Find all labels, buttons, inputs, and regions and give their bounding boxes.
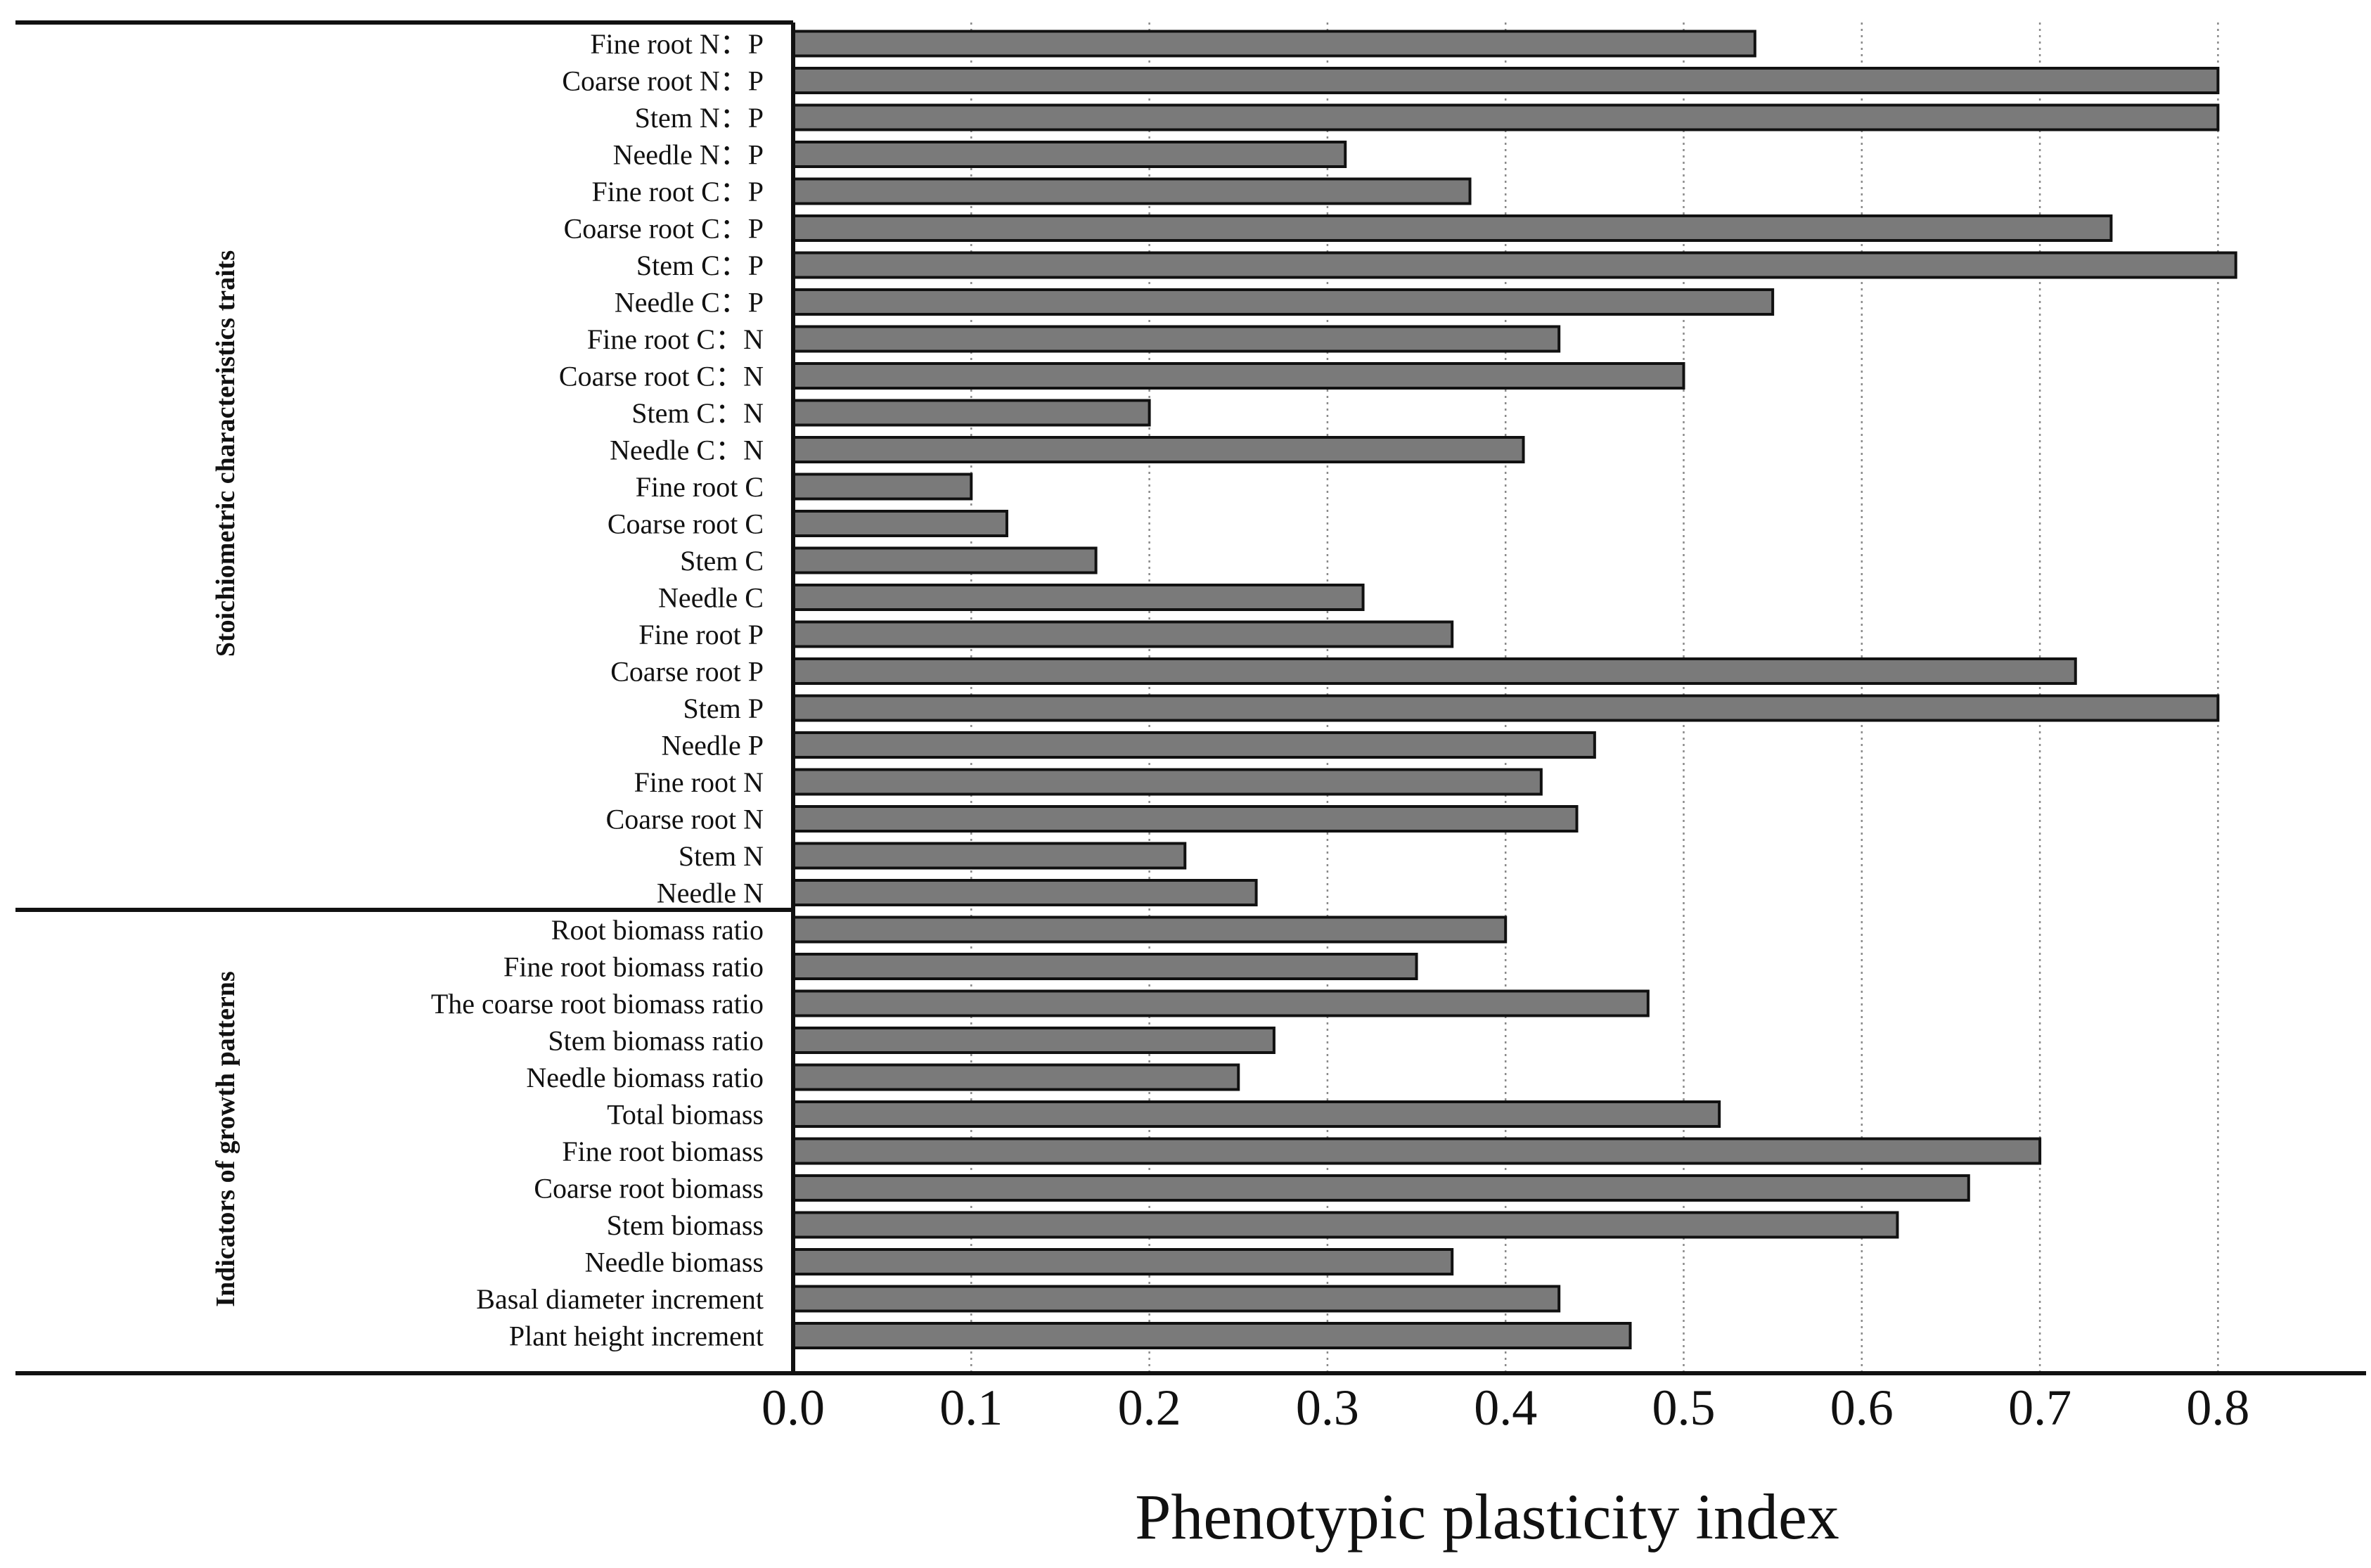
bar xyxy=(792,177,1472,205)
x-tick-label: 0.0 xyxy=(762,1380,825,1436)
bar xyxy=(792,657,2077,685)
category-label: The coarse root biomass ratio xyxy=(431,988,764,1020)
category-label: Needle biomass ratio xyxy=(526,1062,764,1093)
bar xyxy=(792,768,1543,796)
bar xyxy=(792,1063,1240,1091)
bar xyxy=(792,989,1650,1017)
bar xyxy=(792,1248,1454,1275)
category-label: Coarse root C：P xyxy=(564,213,764,245)
category-label: Fine root C：N xyxy=(587,323,764,355)
bar xyxy=(792,473,973,501)
bar xyxy=(792,1137,2042,1165)
category-label: Fine root biomass xyxy=(562,1136,764,1167)
category-label: Needle N xyxy=(657,878,764,909)
category-label: Stem C：P xyxy=(636,250,764,281)
x-tick-label: 0.7 xyxy=(2008,1380,2071,1436)
bar xyxy=(792,1211,1899,1239)
category-label: Root biomass ratio xyxy=(551,914,764,946)
bar xyxy=(792,214,2113,242)
category-label: Fine root P xyxy=(638,619,764,650)
category-label: Plant height increment xyxy=(509,1320,764,1352)
bar xyxy=(792,251,2237,279)
bar xyxy=(792,694,2220,722)
x-tick-label: 0.1 xyxy=(939,1380,1003,1436)
category-label: Stem N：P xyxy=(635,102,764,134)
category-label: Stem biomass ratio xyxy=(548,1025,764,1057)
group-labels: Stoichiometric characteristics traits In… xyxy=(211,250,240,1307)
category-label: Coarse root P xyxy=(610,656,764,688)
category-label: Needle P xyxy=(661,730,764,761)
group-label-stoichiometric: Stoichiometric characteristics traits xyxy=(211,250,240,657)
category-label: Fine root C：P xyxy=(592,176,764,207)
x-axis-title: Phenotypic plasticity index xyxy=(1135,1481,1839,1553)
group-label-growth: Indicators of growth patterns xyxy=(211,971,240,1306)
bar xyxy=(792,879,1258,906)
category-label: Fine root C xyxy=(636,471,764,503)
bar xyxy=(792,805,1579,833)
category-label: Needle C xyxy=(658,582,764,614)
category-label: Needle C：N xyxy=(610,435,764,466)
bar xyxy=(792,953,1418,980)
bar xyxy=(792,731,1596,759)
category-label: Coarse root C：N xyxy=(559,361,764,392)
bar xyxy=(792,546,1098,574)
category-label: Coarse root C xyxy=(608,508,764,540)
bar xyxy=(792,842,1187,870)
category-label: Coarse root biomass xyxy=(534,1173,764,1204)
bar xyxy=(792,399,1151,427)
x-tick-label: 0.4 xyxy=(1474,1380,1537,1436)
bar xyxy=(792,103,2220,131)
bars xyxy=(792,30,2237,1349)
category-label: Fine root biomass ratio xyxy=(503,951,764,983)
x-tick-labels: 0.0 0.1 0.2 0.3 0.4 0.5 0.6 0.7 0.8 xyxy=(762,1380,2249,1436)
x-tick-label: 0.8 xyxy=(2186,1380,2249,1436)
axes-frame xyxy=(15,20,2366,1375)
category-label: Fine root N：P xyxy=(590,28,764,60)
category-label: Coarse root N：P xyxy=(562,65,764,97)
bar xyxy=(792,1100,1721,1128)
bar xyxy=(792,288,1775,316)
bar xyxy=(792,436,1525,463)
x-tick-label: 0.3 xyxy=(1296,1380,1359,1436)
bar xyxy=(792,30,1756,58)
bar xyxy=(792,362,1685,390)
bar xyxy=(792,1027,1276,1054)
category-label: Coarse root N xyxy=(606,804,764,835)
category-label: Stem P xyxy=(683,693,764,724)
bar xyxy=(792,584,1365,611)
category-label: Total biomass xyxy=(607,1099,764,1131)
x-tick-label: 0.5 xyxy=(1652,1380,1716,1436)
category-label: Needle biomass xyxy=(585,1247,764,1278)
bar xyxy=(792,141,1347,168)
bar xyxy=(792,1285,1561,1313)
bar xyxy=(792,620,1454,648)
category-label: Basal diameter increment xyxy=(476,1283,764,1315)
category-label: Stem C xyxy=(680,545,764,577)
bar xyxy=(792,1174,1970,1202)
category-label: Stem N xyxy=(679,840,764,872)
category-label: Needle N：P xyxy=(613,139,764,171)
x-tick-label: 0.2 xyxy=(1118,1380,1181,1436)
bar xyxy=(792,510,1008,537)
bar xyxy=(792,1322,1632,1349)
category-label: Stem biomass xyxy=(607,1209,764,1241)
category-labels: Fine root N：P Coarse root N：P Stem N：P Need… xyxy=(431,28,764,1352)
x-tick-label: 0.6 xyxy=(1830,1380,1894,1436)
category-label: Stem C：N xyxy=(631,397,764,429)
bar xyxy=(792,325,1561,353)
category-label: Fine root N xyxy=(634,766,764,798)
category-label: Needle C：P xyxy=(615,287,764,319)
bar xyxy=(792,67,2220,94)
bar xyxy=(792,915,1508,944)
